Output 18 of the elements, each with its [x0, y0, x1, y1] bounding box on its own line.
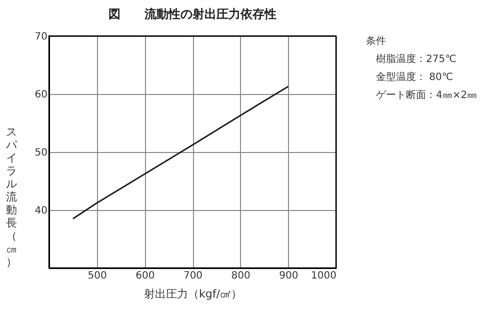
y-tick-label: 60 [34, 90, 48, 100]
y-tick-label: 40 [34, 206, 48, 216]
text: 条件 [366, 35, 386, 47]
x-tick-label: 500 [88, 270, 107, 282]
x-tick-label: 600 [136, 270, 155, 282]
text: スパイラル流動長（㎝） [6, 126, 17, 268]
x-tick-label: 700 [183, 270, 203, 282]
x-axis-title: 射出圧力（kgf/㎠） [144, 288, 242, 300]
text: 金型温度： 80℃ [376, 71, 454, 83]
y-tick-label: 50 [34, 148, 48, 158]
text: ゲート断面：4㎜×2㎜ [376, 89, 478, 101]
x-tick-label: 1000 [311, 270, 336, 282]
line-series [72, 86, 289, 220]
x-tick-label: 800 [231, 270, 250, 282]
x-tick-label: 900 [279, 270, 298, 282]
y-tick-label: 70 [34, 32, 48, 42]
chart-title: 図 流動性の射出圧力依存性 [108, 7, 276, 21]
text: 樹脂温度：275℃ [376, 53, 456, 65]
